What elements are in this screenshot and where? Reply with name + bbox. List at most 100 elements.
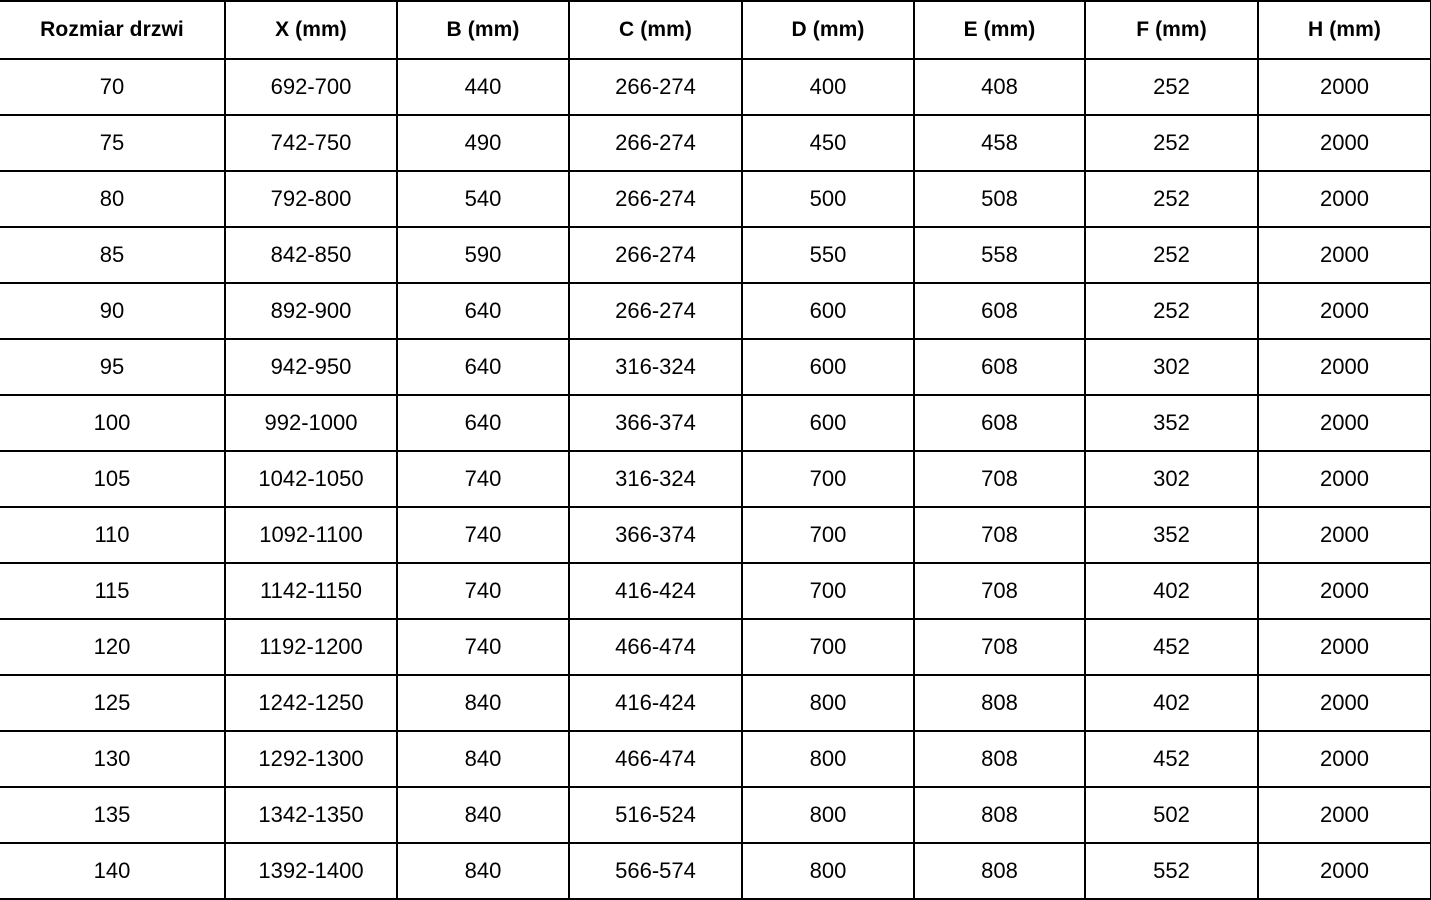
cell-e-value: 508	[913, 170, 1086, 228]
column-header-b: B (mm)	[396, 0, 570, 60]
cell-b-value: 840	[396, 842, 570, 900]
cell-f-value: 252	[1084, 58, 1259, 116]
cell-x-value: 842-850	[224, 226, 398, 284]
cell-f-value: 252	[1084, 114, 1259, 172]
cell-h-value: 2000	[1257, 170, 1431, 228]
cell-d-value: 400	[741, 58, 915, 116]
cell-e-value: 708	[913, 618, 1086, 676]
table-row: 125 1242-1250 840 416-424 800 808 402 2000	[0, 674, 1431, 732]
cell-h-value: 2000	[1257, 450, 1431, 508]
cell-x-value: 792-800	[224, 170, 398, 228]
cell-d-value: 700	[741, 506, 915, 564]
cell-e-value: 458	[913, 114, 1086, 172]
cell-x-value: 942-950	[224, 338, 398, 396]
table-body: 70 692-700 440 266-274 400 408 252 2000 75 742-75…	[0, 58, 1431, 900]
cell-f-value: 452	[1084, 730, 1259, 788]
cell-c-value: 466-474	[568, 730, 743, 788]
cell-b-value: 640	[396, 282, 570, 340]
cell-h-value: 2000	[1257, 282, 1431, 340]
cell-e-value: 808	[913, 842, 1086, 900]
cell-door-size: 75	[0, 114, 226, 172]
cell-e-value: 608	[913, 338, 1086, 396]
cell-c-value: 316-324	[568, 450, 743, 508]
cell-h-value: 2000	[1257, 114, 1431, 172]
cell-h-value: 2000	[1257, 394, 1431, 452]
cell-b-value: 740	[396, 450, 570, 508]
table-row: 120 1192-1200 740 466-474 700 708 452 2000	[0, 618, 1431, 676]
cell-x-value: 892-900	[224, 282, 398, 340]
cell-door-size: 80	[0, 170, 226, 228]
cell-x-value: 1342-1350	[224, 786, 398, 844]
cell-e-value: 408	[913, 58, 1086, 116]
table-row: 130 1292-1300 840 466-474 800 808 452 2000	[0, 730, 1431, 788]
cell-b-value: 540	[396, 170, 570, 228]
cell-c-value: 266-274	[568, 226, 743, 284]
table-row: 80 792-800 540 266-274 500 508 252 2000	[0, 170, 1431, 228]
cell-f-value: 352	[1084, 394, 1259, 452]
cell-e-value: 708	[913, 562, 1086, 620]
cell-h-value: 2000	[1257, 842, 1431, 900]
cell-h-value: 2000	[1257, 338, 1431, 396]
cell-door-size: 70	[0, 58, 226, 116]
cell-door-size: 85	[0, 226, 226, 284]
cell-door-size: 115	[0, 562, 226, 620]
cell-h-value: 2000	[1257, 730, 1431, 788]
cell-d-value: 800	[741, 786, 915, 844]
cell-d-value: 700	[741, 618, 915, 676]
column-header-c: C (mm)	[568, 0, 743, 60]
cell-f-value: 252	[1084, 226, 1259, 284]
table-row: 110 1092-1100 740 366-374 700 708 352 2000	[0, 506, 1431, 564]
table-row: 75 742-750 490 266-274 450 458 252 2000	[0, 114, 1431, 172]
cell-door-size: 140	[0, 842, 226, 900]
cell-door-size: 100	[0, 394, 226, 452]
cell-e-value: 808	[913, 674, 1086, 732]
cell-h-value: 2000	[1257, 58, 1431, 116]
cell-door-size: 95	[0, 338, 226, 396]
cell-e-value: 708	[913, 506, 1086, 564]
cell-h-value: 2000	[1257, 226, 1431, 284]
column-header-x: X (mm)	[224, 0, 398, 60]
cell-c-value: 466-474	[568, 618, 743, 676]
cell-door-size: 135	[0, 786, 226, 844]
cell-b-value: 840	[396, 730, 570, 788]
cell-b-value: 440	[396, 58, 570, 116]
cell-c-value: 366-374	[568, 506, 743, 564]
cell-e-value: 808	[913, 786, 1086, 844]
cell-b-value: 840	[396, 786, 570, 844]
cell-b-value: 740	[396, 506, 570, 564]
cell-x-value: 1392-1400	[224, 842, 398, 900]
cell-e-value: 608	[913, 282, 1086, 340]
cell-x-value: 692-700	[224, 58, 398, 116]
cell-b-value: 490	[396, 114, 570, 172]
table-row: 140 1392-1400 840 566-574 800 808 552 2000	[0, 842, 1431, 900]
table-row: 90 892-900 640 266-274 600 608 252 2000	[0, 282, 1431, 340]
cell-d-value: 700	[741, 450, 915, 508]
cell-d-value: 600	[741, 338, 915, 396]
column-header-h: H (mm)	[1257, 0, 1431, 60]
cell-door-size: 110	[0, 506, 226, 564]
cell-x-value: 1292-1300	[224, 730, 398, 788]
cell-x-value: 742-750	[224, 114, 398, 172]
cell-b-value: 740	[396, 562, 570, 620]
cell-c-value: 566-574	[568, 842, 743, 900]
table-row: 85 842-850 590 266-274 550 558 252 2000	[0, 226, 1431, 284]
cell-door-size: 90	[0, 282, 226, 340]
cell-door-size: 120	[0, 618, 226, 676]
cell-f-value: 552	[1084, 842, 1259, 900]
cell-f-value: 302	[1084, 338, 1259, 396]
table-row: 70 692-700 440 266-274 400 408 252 2000	[0, 58, 1431, 116]
cell-door-size: 130	[0, 730, 226, 788]
cell-h-value: 2000	[1257, 506, 1431, 564]
cell-f-value: 252	[1084, 170, 1259, 228]
table-header: Rozmiar drzwi X (mm) B (mm) C (mm) D (mm…	[0, 0, 1431, 60]
cell-door-size: 105	[0, 450, 226, 508]
cell-x-value: 1142-1150	[224, 562, 398, 620]
cell-b-value: 840	[396, 674, 570, 732]
cell-d-value: 500	[741, 170, 915, 228]
cell-d-value: 600	[741, 282, 915, 340]
cell-h-value: 2000	[1257, 674, 1431, 732]
cell-c-value: 266-274	[568, 58, 743, 116]
cell-f-value: 252	[1084, 282, 1259, 340]
cell-f-value: 402	[1084, 674, 1259, 732]
